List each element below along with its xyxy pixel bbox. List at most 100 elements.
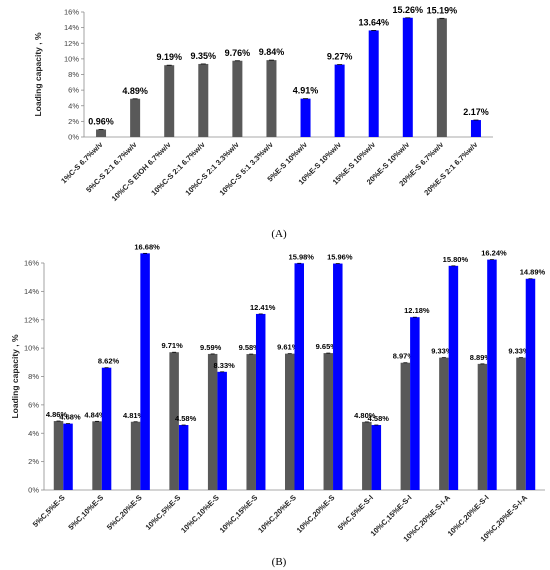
a-bar <box>232 60 243 137</box>
a-bar <box>198 63 209 137</box>
b-bar <box>371 425 382 490</box>
b-bar <box>53 421 64 490</box>
a-bar <box>164 65 175 137</box>
b-data-label: 4.58% <box>175 414 197 423</box>
b-data-label: 15.96% <box>327 253 353 262</box>
b-category-label: 5%C,5%E-S-I <box>336 493 375 532</box>
b-bar <box>140 253 150 490</box>
b-category-label: 5%C,10%E-S <box>66 493 105 532</box>
a-y-axis-title: Loading capacity , % <box>33 32 43 117</box>
b-y-tick-label: 0% <box>28 486 39 495</box>
a-bar <box>436 18 447 137</box>
b-y-tick-label: 8% <box>28 372 39 381</box>
b-bar <box>101 367 112 490</box>
b-data-label: 15.80% <box>443 255 469 264</box>
b-data-label: 4.84% <box>84 410 106 419</box>
b-category-label: 10%C,5%E-S <box>144 493 183 532</box>
a-data-label: 9.35% <box>191 51 217 61</box>
a-bar <box>368 30 379 137</box>
panel-label-b: (B) <box>272 556 287 568</box>
a-data-label: 2.17% <box>463 107 489 117</box>
b-bar <box>400 362 411 490</box>
a-y-tick-label: 12% <box>64 39 79 48</box>
a-y-tick-label: 0% <box>68 133 79 142</box>
b-bar <box>487 259 497 490</box>
b-bar <box>323 353 334 490</box>
a-data-label: 15.26% <box>393 5 424 15</box>
chart-b: 0% 2% 4% 6% 8% 10% 12% 14% 16% Loading capacity ,… <box>10 242 546 543</box>
a-bar <box>300 98 311 137</box>
a-y-tick-label: 16% <box>64 8 79 17</box>
b-category-label: 10%C,15%E-S <box>218 493 260 535</box>
a-category-label: 10%C-S EtOH 6.7%w/v <box>110 139 174 203</box>
a-data-label: 0.96% <box>88 117 114 127</box>
b-bar <box>477 363 488 490</box>
b-data-label: 9.33% <box>508 347 530 356</box>
a-data-label: 9.84% <box>259 47 285 57</box>
b-y-tick-label: 2% <box>28 457 39 466</box>
a-bar <box>96 129 107 137</box>
b-data-label: 4.86% <box>46 410 68 419</box>
b-bar <box>448 265 459 490</box>
b-data-label: 8.97% <box>393 352 415 361</box>
b-y-tick-label: 6% <box>28 400 39 409</box>
b-data-label: 4.68% <box>59 413 81 422</box>
b-bar <box>285 353 295 490</box>
a-bar <box>470 120 481 137</box>
chart-a: 0% 2% 4% 6% 8% 10% 12% 14% 16% Loading capacity ,… <box>33 5 493 203</box>
a-y-tick-label: 6% <box>68 86 79 95</box>
b-data-label: 9.71% <box>161 341 183 350</box>
b-bar <box>92 421 102 490</box>
b-bar <box>130 421 141 490</box>
b-y-tick-label: 12% <box>24 315 39 324</box>
b-category-label: 5%C,20%E-S <box>105 493 144 532</box>
b-data-label: 16.68% <box>134 242 160 251</box>
b-data-label: 16.24% <box>481 249 507 258</box>
b-data-label: 4.80% <box>354 411 376 420</box>
b-data-label: 4.81% <box>123 411 145 420</box>
b-category-label: 10%C,10%E-S <box>179 493 221 535</box>
b-y-tick-label: 10% <box>24 344 39 353</box>
b-data-label: 15.98% <box>289 252 315 261</box>
b-bar <box>217 371 227 490</box>
b-y-axis-title: Loading capacity , % <box>10 334 20 419</box>
b-category-label: 10%C,20%E-S <box>295 493 337 535</box>
b-bar <box>169 352 179 490</box>
a-y-tick-label: 10% <box>64 54 79 63</box>
a-bar <box>402 17 413 137</box>
b-data-label: 8.89% <box>470 353 492 362</box>
a-data-label: 13.64% <box>358 17 389 27</box>
b-data-label: 9.61% <box>277 343 299 352</box>
a-data-label: 9.19% <box>156 52 182 62</box>
panel-label-a: (A) <box>271 228 287 240</box>
b-bar <box>516 357 526 490</box>
a-data-label: 4.91% <box>293 86 319 96</box>
b-data-label: 12.41% <box>250 303 276 312</box>
b-category-label: 10%C,20%E-S <box>256 493 298 535</box>
b-y-tick-label: 14% <box>24 287 39 296</box>
b-bar <box>333 263 343 490</box>
b-bar <box>362 421 372 490</box>
b-data-label: 8.33% <box>214 361 236 370</box>
b-bar <box>63 423 73 490</box>
b-data-label: 9.65% <box>316 342 338 351</box>
a-data-label: 9.76% <box>225 48 251 58</box>
a-y-tick-label: 8% <box>68 70 79 79</box>
b-bar <box>439 357 449 490</box>
a-data-label: 9.27% <box>327 52 353 62</box>
b-bar <box>178 425 189 490</box>
a-data-label: 15.19% <box>427 5 458 15</box>
a-y-tick-label: 4% <box>68 101 79 110</box>
b-category-label: 5%C,5%E-S <box>31 493 67 529</box>
b-bar <box>525 278 536 490</box>
b-data-label: 14.89% <box>520 268 546 277</box>
b-data-label: 4.58% <box>368 414 390 423</box>
a-y-tick-label: 14% <box>64 23 79 32</box>
b-y-tick-label: 16% <box>24 259 39 268</box>
a-bar <box>334 64 345 137</box>
b-bar <box>246 354 256 490</box>
a-bar <box>130 98 141 137</box>
b-data-label: 12.18% <box>404 306 430 315</box>
a-bar <box>266 60 277 137</box>
